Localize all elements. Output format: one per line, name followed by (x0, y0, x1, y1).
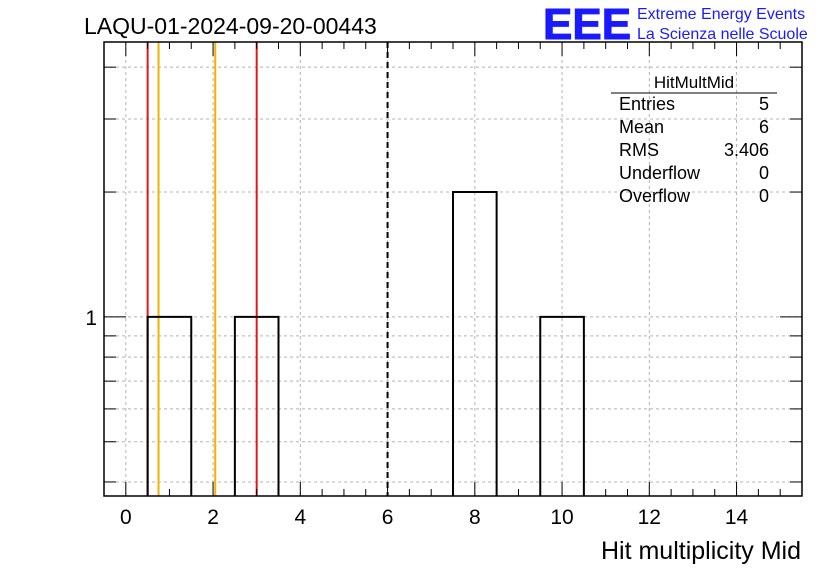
histogram-bar (452, 191, 498, 496)
x-tick-label: 12 (638, 506, 661, 529)
stats-row-value: 0 (759, 163, 769, 183)
stats-row-value: 5 (759, 94, 769, 114)
stats-rows: Entries 5 Mean 6 RMS 3.406 Underflow 0 Overflow 0 (619, 94, 769, 206)
stats-row-label: Underflow (619, 163, 701, 183)
y-tick-labels: 1 (85, 307, 97, 330)
x-tick-label: 8 (469, 506, 481, 529)
marker-lines (146, 42, 389, 496)
stats-box: HitMultMid Entries 5 Mean 6 RMS 3.406 Underflo… (611, 73, 777, 206)
x-tick-labels: 0 2 4 6 8 10 12 14 (120, 506, 749, 529)
histogram-bars (146, 191, 585, 496)
histogram-bar (539, 315, 585, 496)
logo-mark: EEE (543, 0, 631, 49)
stats-row-value: 3.406 (724, 140, 769, 160)
x-tick-label: 0 (120, 506, 132, 529)
x-tick-label: 4 (294, 506, 306, 529)
stats-row-value: 6 (759, 117, 769, 137)
histogram-bar (146, 315, 193, 496)
histogram-bar (233, 315, 280, 496)
stats-name: HitMultMid (654, 73, 734, 92)
chart-title: LAQU-01-2024-09-20-00443 (84, 13, 377, 39)
x-tick-label: 6 (382, 506, 394, 529)
eee-logo: EEE Extreme Energy Events La Scienza nel… (543, 0, 808, 50)
axis-ticks (103, 42, 803, 496)
stats-row-label: RMS (619, 140, 659, 160)
stats-row-label: Mean (619, 117, 664, 137)
x-axis-label: Hit multiplicity Mid (601, 537, 801, 565)
x-tick-label: 10 (550, 506, 573, 529)
stats-row-value: 0 (759, 186, 769, 206)
logo-line1: Extreme Energy Events (637, 6, 805, 23)
stats-row-label: Overflow (619, 186, 691, 206)
stats-row-label: Entries (619, 94, 675, 114)
x-tick-label: 14 (725, 506, 749, 529)
logo-line2: La Scienza nelle Scuole (637, 26, 808, 43)
y-tick-label: 1 (85, 307, 97, 330)
x-tick-label: 2 (207, 506, 219, 529)
